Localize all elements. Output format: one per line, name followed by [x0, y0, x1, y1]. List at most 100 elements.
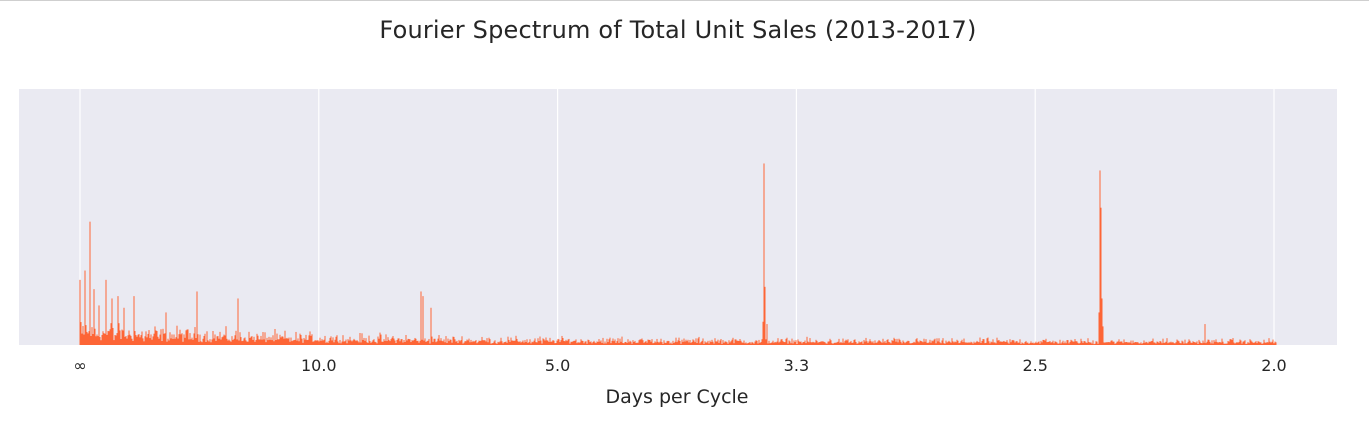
- spectrum-bar: [727, 343, 729, 345]
- spectrum-bar: [680, 343, 682, 345]
- spectrum-bar: [507, 336, 509, 345]
- spectrum-bar: [374, 341, 376, 345]
- spectrum-bar: [246, 341, 248, 345]
- spectrum-bar: [491, 343, 493, 345]
- spectrum-bar: [1135, 342, 1137, 345]
- spectrum-bar: [1256, 343, 1258, 345]
- spectrum-bar: [369, 341, 371, 345]
- spectrum-bar: [239, 332, 241, 345]
- spectrum-bar: [964, 342, 966, 345]
- spectrum-bar: [622, 342, 624, 345]
- spectrum-bar: [1155, 343, 1157, 345]
- spectrum-bar: [530, 343, 532, 345]
- spectrum-bar: [810, 342, 812, 345]
- spectrum-bar: [445, 336, 447, 345]
- spectrum-bar: [1269, 341, 1271, 345]
- spectrum-bar: [984, 343, 986, 345]
- spectrum-bar: [1259, 342, 1261, 345]
- spectrum-bar: [832, 343, 834, 345]
- spectrum-bar: [602, 337, 604, 345]
- spectrum-bar: [932, 341, 934, 345]
- spectrum-bar: [136, 336, 138, 345]
- spectrum-bar: [1271, 341, 1273, 345]
- spectrum-bar: [431, 336, 433, 345]
- spectrum-bar: [783, 342, 785, 345]
- spectrum-bar: [1257, 341, 1259, 345]
- spectrum-bar: [270, 337, 272, 345]
- spectrum-bar: [784, 342, 786, 345]
- spectrum-bar: [731, 339, 733, 345]
- spectrum-bar: [743, 340, 745, 345]
- spectrum-bar: [723, 342, 725, 345]
- x-tick-label-1: 10.0: [301, 356, 337, 375]
- spectrum-bar: [825, 343, 827, 345]
- spectrum-bar: [508, 339, 510, 345]
- spectrum-bar: [157, 336, 159, 345]
- spectrum-bar: [636, 342, 638, 345]
- spectrum-bar: [122, 330, 124, 345]
- spectrum-bar: [175, 337, 177, 345]
- spectrum-bar: [1081, 341, 1083, 345]
- spectrum-bar: [1121, 341, 1123, 345]
- spectrum-bar: [708, 343, 710, 345]
- spectrum-bar: [274, 328, 276, 345]
- spectrum-bar: [806, 336, 808, 345]
- spectrum-bar: [1213, 340, 1215, 345]
- spectrum-bar: [621, 336, 623, 345]
- spectrum-bar: [891, 340, 893, 345]
- spectrum-bar: [213, 338, 215, 345]
- spectrum-bar: [1084, 341, 1086, 345]
- spectrum-bar: [1107, 342, 1109, 345]
- spectrum-bar: [190, 339, 192, 345]
- spectrum-bar: [717, 339, 719, 345]
- spectrum-bar: [310, 335, 312, 345]
- spectrum-bar: [688, 342, 690, 345]
- spectrum-bar: [89, 221, 91, 345]
- spectrum-bar: [206, 331, 208, 345]
- spectrum-bar: [297, 338, 299, 345]
- spectrum-bar: [457, 343, 459, 345]
- spectrum-bar: [1163, 342, 1165, 345]
- spectrum-bar: [418, 342, 420, 345]
- spectrum-bar: [910, 343, 912, 345]
- spectrum-bar: [459, 341, 461, 345]
- spectrum-bar: [309, 331, 311, 345]
- spectrum-bar: [619, 338, 621, 345]
- spectrum-bar: [795, 340, 797, 345]
- spectrum-bar: [316, 340, 318, 345]
- spectrum-bar: [553, 340, 555, 345]
- spectrum-bar: [635, 342, 637, 345]
- spectrum-bar: [1061, 342, 1063, 345]
- spectrum-bar: [492, 343, 494, 345]
- spectrum-bar: [455, 341, 457, 345]
- spectrum-bar: [211, 339, 213, 345]
- spectrum-bar: [1172, 341, 1174, 345]
- spectrum-bar: [163, 333, 165, 345]
- spectrum-bar: [334, 339, 336, 345]
- spectrum-bar: [1131, 343, 1133, 345]
- spectrum-bar: [102, 331, 104, 345]
- spectrum-bar: [573, 340, 575, 345]
- spectrum-bar: [548, 341, 550, 345]
- spectrum-bar: [91, 327, 93, 345]
- spectrum-bar: [467, 340, 469, 345]
- spectrum-bar: [83, 334, 85, 345]
- spectrum-bar: [967, 342, 969, 345]
- spectrum-bar: [218, 338, 220, 345]
- spectrum-bar: [79, 279, 81, 345]
- spectrum-bar: [616, 341, 618, 345]
- spectrum-bar: [732, 337, 734, 345]
- spectrum-bar: [327, 342, 329, 345]
- spectrum-bar: [161, 341, 163, 345]
- spectrum-bar: [759, 342, 761, 345]
- spectrum-bar: [742, 342, 744, 345]
- spectrum-bar: [816, 340, 818, 345]
- spectrum-bar: [668, 341, 670, 345]
- spectrum-bar: [497, 341, 499, 345]
- spectrum-bar: [307, 339, 309, 345]
- spectrum-bar: [210, 342, 212, 345]
- spectrum-bar: [477, 342, 479, 345]
- spectrum-bar: [446, 342, 448, 345]
- spectrum-bar: [378, 338, 380, 345]
